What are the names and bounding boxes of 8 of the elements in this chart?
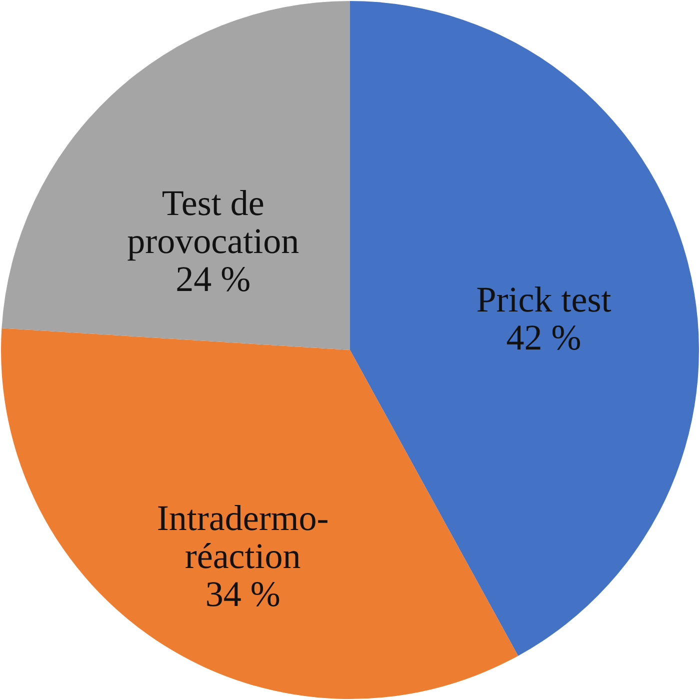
slice-label: Test de provocation xyxy=(127,183,300,262)
slice-label: Prick test xyxy=(476,279,612,320)
pie-slice xyxy=(2,1,350,350)
slice-label: Intradermo-réaction xyxy=(156,498,329,576)
data-label: 34 % xyxy=(205,574,280,614)
data-label: 24 % xyxy=(176,259,251,300)
data-label: 42 % xyxy=(506,317,582,358)
pie-slice xyxy=(350,1,698,656)
